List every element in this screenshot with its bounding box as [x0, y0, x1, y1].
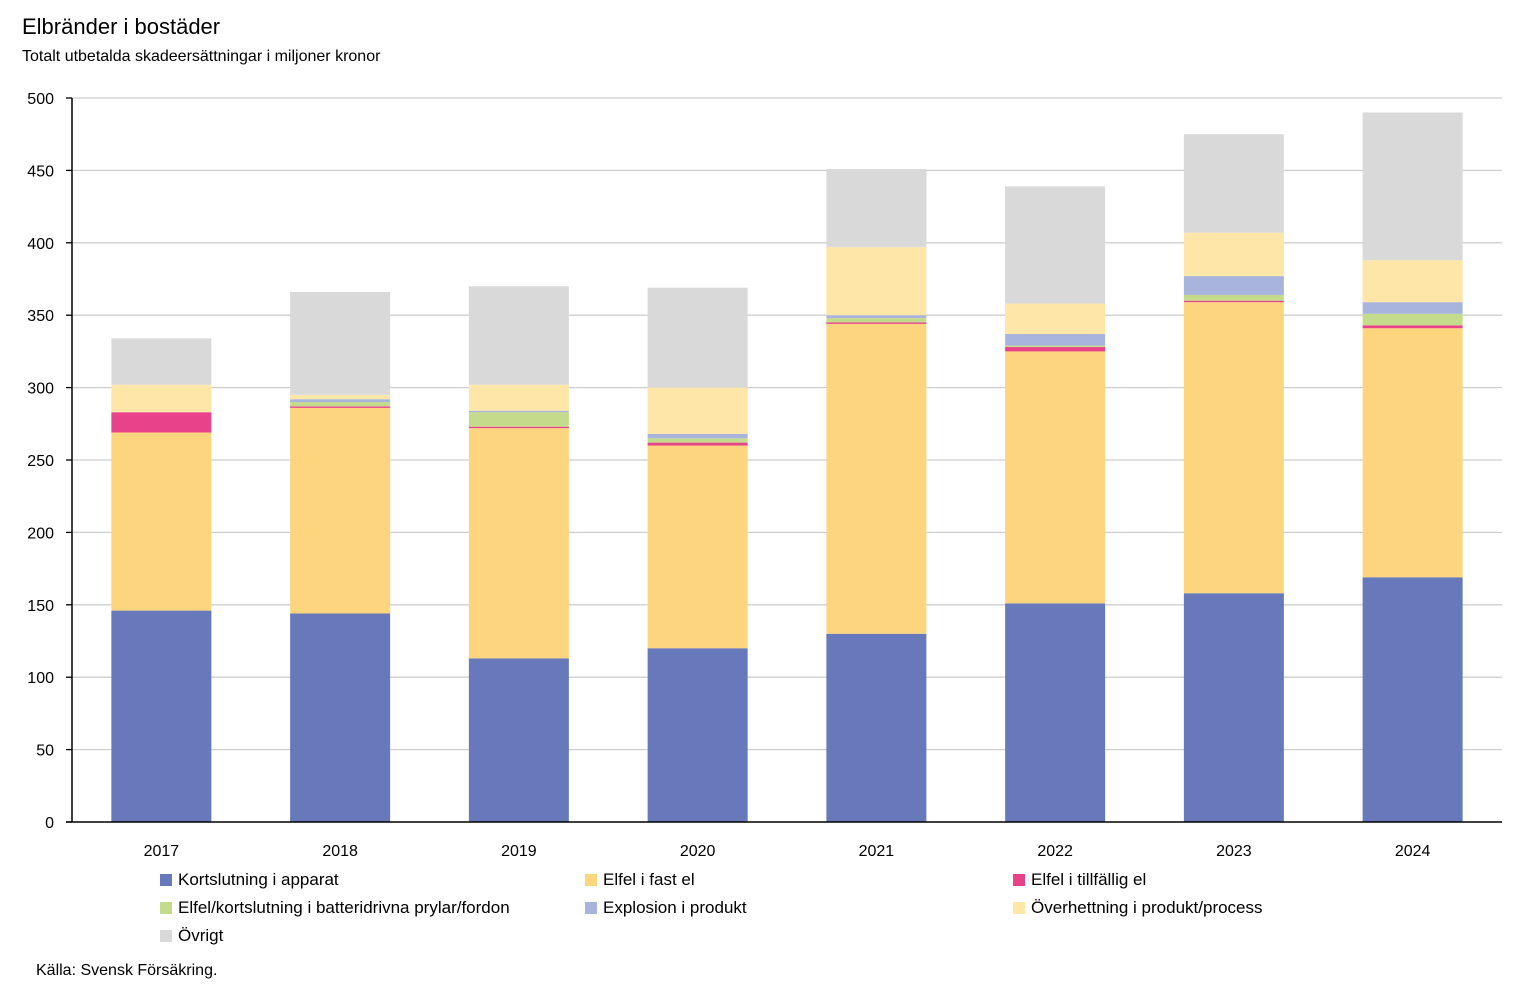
bar-segment [647, 433, 748, 439]
bar-segment [290, 399, 391, 403]
x-tick-label: 2024 [1395, 843, 1431, 860]
bar-segment [468, 412, 569, 427]
bar-segment [1005, 351, 1106, 604]
x-tick-label: 2022 [1037, 843, 1073, 860]
bar-segment [111, 384, 212, 413]
y-tick-label: 350 [27, 308, 54, 325]
bar-segment [290, 613, 391, 822]
legend-label: Överhettning i produkt/process [1031, 898, 1263, 917]
bar-segment [290, 292, 391, 395]
bar-segment [647, 387, 748, 434]
bar-segment [1183, 302, 1284, 594]
bar-segment [1362, 112, 1463, 261]
bar-segment [1005, 345, 1106, 348]
bar-segment [111, 412, 212, 433]
bar-segment [1362, 302, 1463, 314]
bar-segment [1362, 313, 1463, 326]
legend-item: Elfel/kortslutning i batteridrivna pryla… [160, 898, 510, 918]
bar-segment [826, 633, 927, 822]
bar-segment [290, 406, 391, 408]
y-tick-label: 300 [27, 381, 54, 398]
legend-label: Övrigt [178, 926, 224, 945]
legend-swatch [585, 874, 597, 886]
y-tick-label: 250 [27, 453, 54, 470]
bar-segment [647, 445, 748, 649]
stacked-bar-chart: 0 50 100 150 200 250 300 350 400 450 500 2017 2018 20… [27, 91, 1502, 860]
legend-label: Elfel i tillfällig el [1031, 870, 1147, 889]
bar-segment [1362, 325, 1463, 329]
bar-segment [111, 338, 212, 385]
y-tick-label: 450 [27, 163, 54, 180]
y-tick-label: 150 [27, 598, 54, 615]
chart-title: Elbränder i bostäder [22, 14, 221, 39]
y-tick-label: 400 [27, 236, 54, 253]
legend-item: Elfel i fast el [585, 870, 695, 890]
legend-item: Explosion i produkt [585, 898, 747, 918]
bar-segment [468, 658, 569, 822]
legend-swatch [585, 902, 597, 914]
bar-segment [1183, 232, 1284, 277]
y-tick-label: 500 [27, 91, 54, 108]
legend-swatch [1013, 874, 1025, 886]
bar-segment [290, 394, 391, 400]
bar-segment [647, 438, 748, 443]
legend-item: Överhettning i produkt/process [1013, 898, 1263, 918]
bar-segment [1362, 328, 1463, 578]
bar-segment [1183, 276, 1284, 295]
bar-segment [1005, 303, 1106, 335]
x-tick-label: 2023 [1216, 843, 1252, 860]
bar-segment [647, 648, 748, 822]
y-tick-label: 0 [45, 815, 54, 832]
bar-segment [1005, 334, 1106, 346]
chart-subtitle: Totalt utbetalda skadeersättningar i mil… [22, 48, 381, 65]
legend-swatch [160, 874, 172, 886]
bar-segment [468, 286, 569, 385]
bar-segment [1183, 593, 1284, 822]
legend-swatch [160, 930, 172, 942]
legend-label: Kortslutning i apparat [178, 870, 339, 889]
x-tick-label: 2017 [144, 843, 180, 860]
bar-segment [826, 168, 927, 248]
source-note: Källa: Svensk Försäkring. [36, 962, 218, 979]
legend-label: Explosion i produkt [603, 898, 747, 917]
bar-segment [1362, 577, 1463, 822]
bar-segment [647, 442, 748, 446]
bar-segment [1005, 347, 1106, 352]
bar-segment [826, 247, 927, 316]
bar-segment [468, 426, 569, 429]
bar-segment [1183, 300, 1284, 303]
bar-segment [1183, 134, 1284, 233]
legend-swatch [160, 902, 172, 914]
legend-item: Övrigt [160, 926, 223, 946]
bar-segment [826, 323, 927, 634]
bar-segment [290, 402, 391, 407]
legend-item: Kortslutning i apparat [160, 870, 339, 890]
bar-segment [826, 315, 927, 319]
bar-segment [1005, 186, 1106, 304]
bar-segment [111, 432, 212, 611]
bar-segment [647, 287, 748, 388]
legend-item: Elfel i tillfällig el [1013, 870, 1146, 890]
x-tick-label: 2021 [859, 843, 895, 860]
bar-segment [826, 322, 927, 324]
bar-segment [1005, 603, 1106, 822]
bar-segment [111, 610, 212, 822]
y-tick-label: 50 [36, 743, 54, 760]
x-tick-label: 2018 [322, 843, 358, 860]
x-tick-label: 2019 [501, 843, 537, 860]
y-tick-label: 100 [27, 670, 54, 687]
bar-segment [468, 428, 569, 659]
x-tick-label: 2020 [680, 843, 716, 860]
bar-segment [1183, 294, 1284, 301]
y-tick-label: 200 [27, 525, 54, 542]
bar-segment [468, 410, 569, 413]
legend-swatch [1013, 902, 1025, 914]
legend-label: Elfel/kortslutning i batteridrivna pryla… [178, 898, 510, 917]
legend-label: Elfel i fast el [603, 870, 695, 889]
bar-segment [290, 407, 391, 614]
bar-segment [468, 384, 569, 411]
bar-segment [1362, 260, 1463, 303]
bar-segment [826, 318, 927, 323]
